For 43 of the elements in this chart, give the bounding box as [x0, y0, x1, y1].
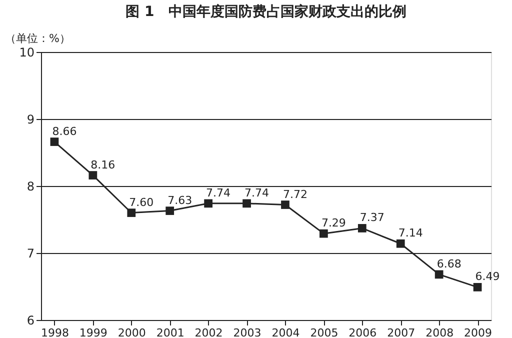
text: 8.16 [90, 158, 116, 172]
y-tick-label: 9 [26, 112, 34, 126]
x-tick-label: 2002 [194, 326, 223, 338]
chart-title: 图 1 中国年度国防费占国家财政支出的比例 [126, 3, 406, 20]
y-tick-label: 10 [19, 46, 34, 60]
y-axis-title: （单位：%） [5, 32, 70, 45]
x-tick-label: 2005 [310, 326, 338, 338]
x-tick-label: 2008 [426, 326, 454, 338]
point [50, 138, 59, 146]
point [204, 199, 212, 208]
text: 7.60 [129, 196, 154, 209]
point [320, 229, 328, 238]
text: 7.72 [282, 188, 308, 201]
y-tick-label: 6 [26, 314, 34, 328]
x-tick-label: 1999 [79, 326, 108, 338]
point [166, 206, 174, 215]
text: 7.74 [244, 186, 270, 200]
text: 6.68 [436, 257, 462, 270]
x-tick-label: 1998 [40, 326, 69, 338]
x-tick-label: 2003 [233, 326, 262, 338]
point [396, 239, 405, 248]
text: 7.74 [206, 186, 231, 200]
point [281, 200, 290, 209]
x-tick-label: 2004 [272, 326, 300, 338]
text: 7.29 [321, 216, 346, 230]
point [358, 224, 366, 232]
text: 8.66 [52, 124, 77, 138]
text: 7.14 [398, 226, 423, 240]
x-tick-label: 2000 [118, 326, 146, 338]
point [434, 270, 444, 279]
text: 7.37 [360, 211, 384, 224]
x-tick-label: 2001 [156, 326, 184, 338]
y-tick-label: 7 [26, 246, 34, 260]
text: 7.63 [168, 194, 192, 207]
x-tick-label: 2009 [464, 326, 492, 338]
point [242, 199, 251, 208]
point [127, 208, 136, 217]
point [473, 282, 482, 292]
text: 6.49 [475, 270, 500, 284]
x-tick-label: 2007 [387, 326, 416, 338]
y-tick-label: 8 [26, 180, 34, 194]
point [88, 171, 98, 180]
x-tick-label: 2006 [348, 326, 377, 338]
